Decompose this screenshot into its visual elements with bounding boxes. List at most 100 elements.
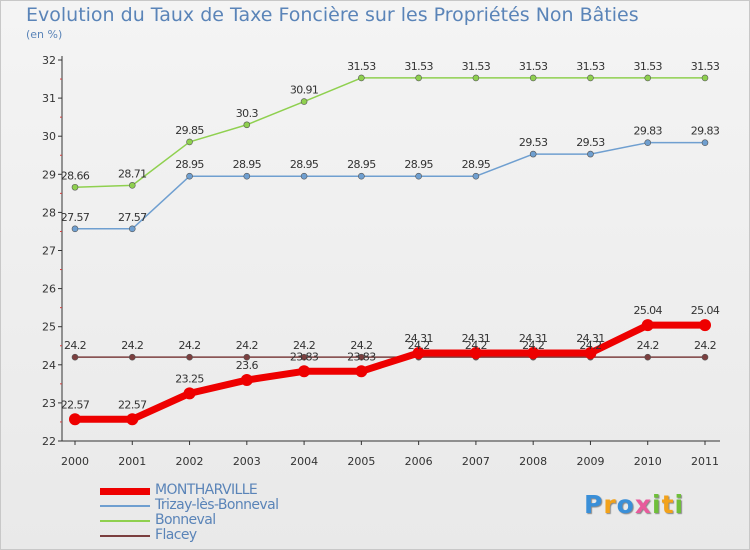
- logo-letter: i: [652, 490, 662, 519]
- logo-letter: i: [674, 490, 685, 519]
- x-tick-label: 2000: [61, 455, 89, 468]
- data-label: 31.53: [404, 60, 433, 73]
- chart-title: Evolution du Taux de Taxe Foncière sur l…: [26, 4, 639, 26]
- data-point: [240, 374, 253, 387]
- data-point: [300, 353, 308, 361]
- legend-label: Bonneval: [155, 512, 216, 528]
- data-point: [243, 172, 251, 180]
- x-tick-label: 2011: [691, 455, 719, 468]
- y-tick-label: 22: [42, 435, 56, 448]
- y-axis-unit-label: (en %): [26, 28, 63, 41]
- data-label: 24.2: [121, 339, 143, 352]
- data-point: [644, 353, 652, 361]
- x-tick-label: 2003: [233, 455, 261, 468]
- data-label: 28.71: [118, 167, 147, 180]
- data-point: [69, 413, 81, 426]
- data-point: [584, 346, 597, 359]
- data-point: [243, 353, 251, 361]
- data-label: 24.2: [694, 339, 716, 352]
- x-tick-label: 2002: [176, 455, 204, 468]
- data-point: [701, 353, 709, 361]
- legend-swatch: [100, 505, 150, 507]
- data-label: 24.2: [522, 339, 544, 352]
- y-tick-label: 25: [42, 321, 56, 334]
- data-label: 27.57: [61, 211, 90, 224]
- data-point: [644, 139, 652, 146]
- data-label: 24.2: [465, 339, 487, 352]
- x-tick-label: 2010: [634, 455, 662, 468]
- data-point: [300, 172, 308, 180]
- legend-swatch: [100, 520, 150, 522]
- data-label: 24.2: [236, 339, 258, 352]
- data-point: [587, 74, 594, 82]
- data-label: 24.31: [576, 332, 605, 345]
- data-label: 23.25: [175, 372, 204, 385]
- legend-label: Flacey: [155, 527, 197, 543]
- data-point: [415, 172, 422, 180]
- data-point: [415, 74, 422, 82]
- data-point: [412, 346, 425, 359]
- data-label: 23.83: [290, 350, 319, 363]
- data-label: 23.83: [347, 350, 376, 363]
- data-point: [469, 346, 482, 359]
- data-point: [128, 182, 136, 189]
- y-tick-label: 31: [42, 92, 56, 105]
- data-point: [358, 74, 365, 82]
- y-tick-label: 32: [42, 54, 56, 67]
- y-tick-label: 29: [42, 168, 56, 181]
- y-tick-label: 26: [42, 283, 56, 296]
- data-label: 24.2: [637, 339, 659, 352]
- data-label: 25.04: [691, 304, 720, 317]
- data-point: [71, 353, 79, 361]
- data-label: 28.66: [61, 169, 90, 182]
- logo-letter: x: [634, 490, 652, 519]
- x-tick-label: 2009: [576, 455, 604, 468]
- data-label: 30.91: [290, 84, 319, 97]
- data-label: 24.2: [408, 339, 430, 352]
- data-label: 31.53: [576, 60, 605, 73]
- data-label: 28.95: [290, 158, 319, 171]
- series-line: [74, 141, 706, 230]
- data-point: [472, 172, 480, 180]
- data-point: [701, 74, 709, 82]
- line-chart-plot: 22 23 24 25 26 27 28 29 30 31 32 2000 2001 2002 2003 20…: [42, 54, 720, 468]
- y-tick-label: 30: [42, 130, 56, 143]
- data-point: [243, 121, 251, 129]
- data-point: [128, 353, 136, 361]
- data-point: [126, 413, 139, 426]
- data-label: 24.2: [350, 339, 372, 352]
- y-tick-label: 27: [42, 245, 56, 258]
- data-label: 24.2: [579, 339, 601, 352]
- x-tick-label: 2004: [290, 455, 318, 468]
- data-point: [699, 319, 711, 332]
- data-point: [298, 365, 311, 378]
- data-label: 22.57: [118, 398, 147, 411]
- data-point: [701, 139, 709, 146]
- x-tick-label: 2006: [405, 455, 433, 468]
- data-point: [71, 183, 79, 191]
- data-point: [186, 172, 193, 180]
- data-point: [529, 150, 537, 158]
- y-tick-label: 28: [42, 206, 56, 219]
- data-point: [527, 346, 540, 359]
- data-point: [529, 74, 537, 82]
- data-label: 31.53: [519, 60, 548, 73]
- x-tick-label: 2007: [462, 455, 490, 468]
- data-label: 24.2: [293, 339, 315, 352]
- data-point: [472, 74, 480, 82]
- legend-label: Trizay-lès-Bonneval: [155, 497, 279, 513]
- data-point: [183, 387, 196, 400]
- logo-letter: P: [584, 490, 604, 519]
- data-point: [300, 98, 308, 105]
- legend-label: MONTHARVILLE: [155, 482, 258, 498]
- x-tick-label: 2001: [118, 455, 146, 468]
- data-label: 28.95: [404, 158, 433, 171]
- logo-letter: t: [661, 490, 675, 519]
- data-label: 28.95: [175, 158, 204, 171]
- data-point: [358, 353, 365, 361]
- data-label: 31.53: [347, 60, 376, 73]
- data-point: [128, 225, 136, 233]
- x-tick-label: 2005: [347, 455, 375, 468]
- legend-swatch: [100, 535, 150, 537]
